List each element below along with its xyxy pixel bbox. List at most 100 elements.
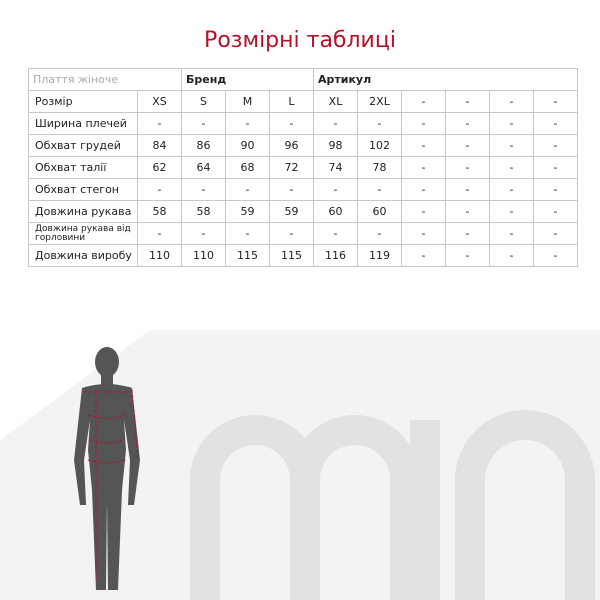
table-cell: - <box>445 244 490 267</box>
table-cell: 2XL <box>357 90 402 113</box>
table-cell: - <box>445 178 490 201</box>
table-cell: - <box>489 244 534 267</box>
table-header-row: Плаття жіноче Бренд Артикул <box>28 68 578 91</box>
table-cell: 98 <box>313 134 358 157</box>
table-cell: 115 <box>225 244 270 267</box>
table-cell: - <box>445 222 490 245</box>
table-cell: - <box>313 112 358 135</box>
table-cell: - <box>445 134 490 157</box>
row-label: Довжина виробу <box>28 244 138 267</box>
table-cell: 116 <box>313 244 358 267</box>
table-cell: 86 <box>181 134 226 157</box>
table-cell: 115 <box>269 244 314 267</box>
page-title: Розмірні таблиці <box>204 28 396 53</box>
table-cell: - <box>401 90 446 113</box>
table-row: Обхват талії 62 64 68 72 74 78- - - - <box>28 156 578 179</box>
table-cell: - <box>225 178 270 201</box>
table-cell: - <box>533 112 578 135</box>
table-cell: 59 <box>225 200 270 223</box>
table-cell: - <box>489 178 534 201</box>
table-cell: - <box>533 156 578 179</box>
woman-figure-illustration <box>74 347 140 590</box>
table-cell: - <box>225 222 270 245</box>
table-cell: 74 <box>313 156 358 179</box>
table-cell: - <box>401 222 446 245</box>
table-cell: M <box>225 90 270 113</box>
table-cell: XL <box>313 90 358 113</box>
table-cell: - <box>533 90 578 113</box>
table-row: Довжина рукава 58 58 59 59 60 60- - - - <box>28 200 578 223</box>
table-cell: 68 <box>225 156 270 179</box>
table-cell: - <box>401 200 446 223</box>
table-cell: - <box>533 134 578 157</box>
table-row: Довжина рукава від горловини - - - - - - - - - - <box>28 222 578 245</box>
brand-label: Бренд <box>181 68 314 91</box>
table-cell: - <box>313 178 358 201</box>
table-cell: 102 <box>357 134 402 157</box>
size-table: Плаття жіноче Бренд Артикул Розмір XS S M L X… <box>28 68 578 267</box>
table-cell: - <box>225 112 270 135</box>
table-cell: - <box>533 222 578 245</box>
table-cell: - <box>445 156 490 179</box>
table-cell: - <box>313 222 358 245</box>
min-logo <box>190 410 595 600</box>
table-cell: - <box>181 178 226 201</box>
table-cell: 64 <box>181 156 226 179</box>
table-cell: - <box>401 112 446 135</box>
table-cell: 84 <box>137 134 182 157</box>
table-cell: - <box>489 134 534 157</box>
table-cell: - <box>489 200 534 223</box>
table-cell: XS <box>137 90 182 113</box>
table-cell: - <box>269 112 314 135</box>
table-cell: - <box>181 112 226 135</box>
table-cell: - <box>357 112 402 135</box>
table-cell: - <box>401 156 446 179</box>
table-cell: - <box>445 200 490 223</box>
table-cell: - <box>269 222 314 245</box>
table-cell: - <box>489 90 534 113</box>
table-cell: - <box>533 200 578 223</box>
row-label: Обхват стегон <box>28 178 138 201</box>
article-label: Артикул <box>313 68 578 91</box>
table-cell: - <box>401 178 446 201</box>
table-cell: 78 <box>357 156 402 179</box>
table-row: Ширина плечей - - - - - - - - - - <box>28 112 578 135</box>
table-row: Обхват грудей 84 86 90 96 98 102- - - - <box>28 134 578 157</box>
row-label: Довжина рукава від горловини <box>28 222 138 245</box>
table-cell: - <box>445 112 490 135</box>
table-cell: - <box>137 178 182 201</box>
table-cell: 58 <box>137 200 182 223</box>
table-cell: 62 <box>137 156 182 179</box>
measurement-lines <box>84 389 139 580</box>
table-row: Розмір XS S M L XL 2XL - - - - <box>28 90 578 113</box>
table-cell: - <box>137 222 182 245</box>
product-name: Плаття жіноче <box>28 68 182 91</box>
table-row: Довжина виробу 110 110 115 115 116 119- - - - <box>28 244 578 267</box>
table-cell: 59 <box>269 200 314 223</box>
table-row: Обхват стегон - - - - - - - - - - <box>28 178 578 201</box>
table-cell: S <box>181 90 226 113</box>
row-label: Розмір <box>28 90 138 113</box>
table-cell: - <box>357 178 402 201</box>
table-cell: - <box>401 244 446 267</box>
table-cell: 72 <box>269 156 314 179</box>
table-cell: L <box>269 90 314 113</box>
row-label: Ширина плечей <box>28 112 138 135</box>
table-cell: 119 <box>357 244 402 267</box>
table-cell: 60 <box>313 200 358 223</box>
table-cell: 110 <box>181 244 226 267</box>
table-cell: - <box>181 222 226 245</box>
row-label: Обхват грудей <box>28 134 138 157</box>
table-cell: - <box>489 222 534 245</box>
table-cell: 90 <box>225 134 270 157</box>
table-cell: - <box>137 112 182 135</box>
table-cell: - <box>445 90 490 113</box>
table-cell: 60 <box>357 200 402 223</box>
table-cell: - <box>533 244 578 267</box>
row-label: Довжина рукава <box>28 200 138 223</box>
row-label: Обхват талії <box>28 156 138 179</box>
table-cell: 96 <box>269 134 314 157</box>
table-cell: 110 <box>137 244 182 267</box>
table-cell: - <box>357 222 402 245</box>
table-cell: 58 <box>181 200 226 223</box>
